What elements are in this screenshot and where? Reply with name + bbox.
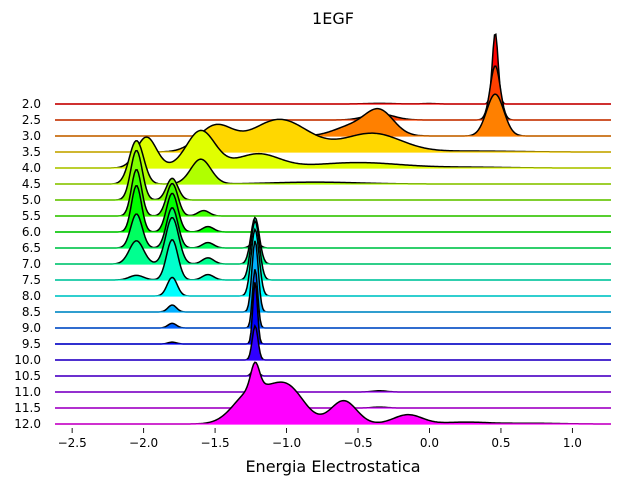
ridge-area-4.5: [55, 140, 611, 184]
ridge-area-4.0: [55, 130, 611, 168]
x-tick-label: −1.5: [201, 436, 230, 450]
ridge-5.5: [55, 169, 611, 217]
y-tick-label: 12.0: [14, 417, 41, 431]
ridge-4.0: [55, 129, 611, 169]
ridge-outline-10.0: [55, 324, 611, 361]
ridge-2.0: [55, 33, 611, 105]
ridge-area-3.0: [55, 94, 611, 136]
y-tick-label: 9.5: [22, 337, 41, 351]
y-tick-label: 6.0: [22, 225, 41, 239]
ridge-2.5: [55, 65, 611, 121]
ridge-8.5: [55, 240, 611, 313]
ridge-area-10.0: [55, 325, 611, 360]
x-axis: −2.5 −2.0 −1.5 −1.0 −0.5 0.0 0.5 1.0: [58, 428, 582, 450]
ridge-4.5: [55, 139, 611, 185]
y-tick-label: 9.0: [22, 321, 41, 335]
y-tick-label: 8.0: [22, 289, 41, 303]
ridge-11.0: [55, 388, 611, 393]
y-tick-label: 11.5: [14, 401, 41, 415]
ridge-area-12.0: [55, 362, 611, 424]
y-tick-label: 4.0: [22, 161, 41, 175]
ridge-outline-2.0: [55, 33, 611, 105]
ridge-area-2.0: [55, 34, 611, 104]
y-tick-label: 5.0: [22, 193, 41, 207]
ridge-8.0: [55, 227, 611, 297]
ridge-9.0: [55, 269, 611, 329]
y-tick-label: 2.5: [22, 113, 41, 127]
x-tick-label: −2.0: [129, 436, 158, 450]
ridge-outline-2.5: [55, 65, 611, 121]
ridge-10.5: [55, 365, 611, 377]
y-tick-label: 8.5: [22, 305, 41, 319]
y-tick-label: 5.5: [22, 209, 41, 223]
chart-title: 1EGF: [312, 9, 354, 28]
ridge-area-10.5: [55, 366, 611, 376]
ridge-outline-9.5: [55, 282, 611, 345]
y-tick-label: 7.0: [22, 257, 41, 271]
ridge-10.0: [55, 324, 611, 361]
x-tick-label: 0.0: [420, 436, 439, 450]
ridge-outline-10.5: [55, 365, 611, 377]
x-tick-label: −2.5: [58, 436, 87, 450]
y-tick-labels: 2.0 2.5 3.0 3.5 4.0 4.5 5.0 5.5 6.0 6.5 7.0 7.5 8.0 8…: [14, 97, 41, 431]
ridge-9.5: [55, 282, 611, 345]
y-tick-label: 7.5: [22, 273, 41, 287]
x-tick-label: 0.5: [491, 436, 510, 450]
y-tick-label: 3.5: [22, 145, 41, 159]
ridge-12.0: [55, 361, 612, 425]
ridge-area-7.0: [55, 217, 611, 264]
ridge-area-9.5: [55, 282, 611, 344]
x-tick-label: 1.0: [563, 436, 582, 450]
x-tick-label: −0.5: [343, 436, 372, 450]
y-tick-label: 10.0: [14, 353, 41, 367]
y-tick-label: 4.5: [22, 177, 41, 191]
ridge-3.0: [55, 93, 611, 137]
ridge-6.5: [55, 207, 611, 249]
y-tick-label: 2.0: [22, 97, 41, 111]
ridge-7.0: [55, 216, 611, 265]
ridge-5.0: [55, 149, 611, 201]
ridge-7.5: [55, 219, 611, 281]
y-tick-label: 10.5: [14, 369, 41, 383]
y-tick-label: 11.0: [14, 385, 41, 399]
x-tick-label: −1.0: [272, 436, 301, 450]
ridge-6.0: [55, 185, 611, 233]
y-tick-label: 3.0: [22, 129, 41, 143]
y-tick-label: 6.5: [22, 241, 41, 255]
ridge-outline-3.0: [55, 93, 611, 137]
ridge-series-group: [55, 33, 612, 425]
x-axis-label: Energia Electrostatica: [245, 457, 420, 476]
ridge-area-2.5: [55, 66, 611, 120]
